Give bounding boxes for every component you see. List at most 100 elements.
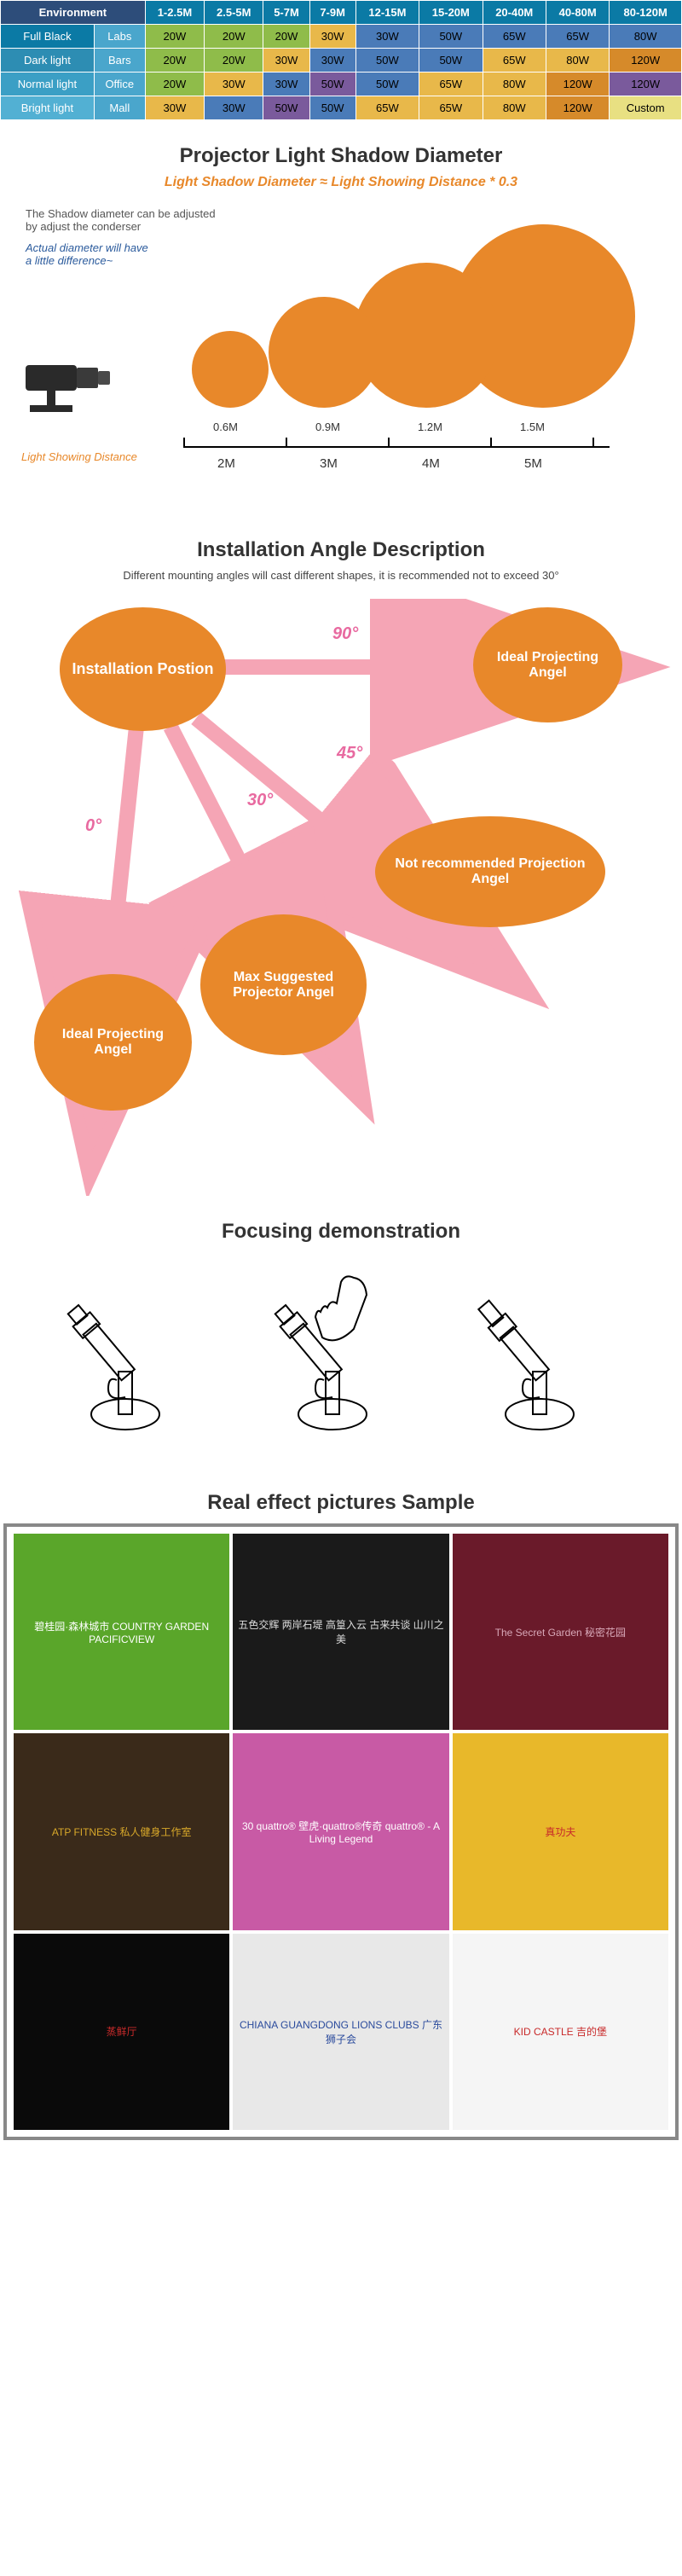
wattage-table: Environment1-2.5M2.5-5M5-7M7-9M12-15M15-… [0,0,682,120]
watt-cell: 50W [419,25,483,49]
th-distance: 20-40M [483,1,546,25]
row-env: Dark light [1,49,95,73]
watt-cell: 20W [205,49,263,73]
th-distance: 1-2.5M [145,1,204,25]
sample-item: 碧桂园·森林城市 COUNTRY GARDEN PACIFICVIEW [14,1534,229,1730]
axis-line [183,446,610,448]
shadow-note-3a: Actual diameter will have [26,241,216,254]
sample-item: 30 quattro® 壁虎·quattro®传奇 quattro® - A L… [233,1733,448,1929]
focus-row [0,1269,682,1440]
bubble-max: Max Suggested Projector Angel [200,914,367,1055]
row-sub: Bars [94,49,145,73]
watt-cell: 20W [145,25,204,49]
th-distance: 2.5-5M [205,1,263,25]
watt-cell: 30W [309,49,355,73]
sample-item: The Secret Garden 秘密花园 [453,1534,668,1730]
th-distance: 5-7M [263,1,309,25]
shadow-formula: Light Shadow Diameter ≈ Light Showing Di… [0,175,682,190]
focus-title: Focusing demonstration [0,1220,682,1244]
watt-cell: 65W [355,96,419,120]
watt-cell: 50W [419,49,483,73]
watt-cell: 65W [483,49,546,73]
deg-30: 30° [247,791,273,810]
watt-cell: 80W [483,73,546,96]
th-distance: 12-15M [355,1,419,25]
dist-label-3: 4M [422,456,440,471]
deg-45: 45° [337,744,362,763]
watt-cell: 65W [419,96,483,120]
th-distance: 7-9M [309,1,355,25]
th-distance: 80-120M [610,1,682,25]
bubble-ideal-2: Ideal Projecting Angel [34,974,192,1111]
shadow-circle-1 [192,331,269,408]
watt-cell: 50W [309,96,355,120]
watt-cell: 50W [355,49,419,73]
projector-icon [21,344,124,421]
row-sub: Office [94,73,145,96]
watt-cell: 65W [419,73,483,96]
th-distance: 40-80M [546,1,609,25]
watt-cell: 20W [145,49,204,73]
diam-label-1: 0.6M [213,421,238,433]
watt-cell: 50W [309,73,355,96]
bubble-ideal-1: Ideal Projecting Angel [473,607,622,722]
watt-cell: 50W [355,73,419,96]
deg-90: 90° [332,624,358,644]
watt-cell: 50W [263,96,309,120]
angle-note: Different mounting angles will cast diff… [0,569,682,582]
shadow-title: Projector Light Shadow Diameter [0,144,682,168]
watt-cell: 30W [263,73,309,96]
watt-cell: 80W [610,25,682,49]
focus-step-2 [256,1269,426,1440]
diam-label-2: 0.9M [315,421,340,433]
dist-label-1: 2M [217,456,235,471]
lsd-label: Light Showing Distance [21,450,137,463]
samples-title: Real effect pictures Sample [0,1491,682,1515]
row-env: Bright light [1,96,95,120]
watt-cell: 120W [546,96,609,120]
shadow-circle-2 [269,297,379,408]
row-sub: Labs [94,25,145,49]
focus-step-3 [471,1286,625,1440]
sample-item: ATP FITNESS 私人健身工作室 [14,1733,229,1929]
diam-label-3: 1.2M [418,421,442,433]
samples-grid: 碧桂园·森林城市 COUNTRY GARDEN PACIFICVIEW五色交辉 … [3,1523,679,2140]
watt-cell: 65W [546,25,609,49]
watt-cell: 65W [483,25,546,49]
shadow-note-1: The Shadow diameter can be adjusted [26,207,216,220]
row-env: Full Black [1,25,95,49]
bubble-install: Installation Postion [60,607,226,731]
watt-cell: 30W [263,49,309,73]
watt-cell: 30W [205,73,263,96]
row-env: Normal light [1,73,95,96]
deg-0: 0° [85,816,101,836]
sample-item: CHIANA GUANGDONG LIONS CLUBS 广东狮子会 [233,1934,448,2130]
sample-item: 真功夫 [453,1733,668,1929]
sample-item: 五色交辉 两岸石堤 高篁入云 古来共谈 山川之美 [233,1534,448,1730]
watt-cell: 120W [610,49,682,73]
watt-cell: 30W [309,25,355,49]
angle-diagram: Installation Postion Ideal Projecting An… [0,599,682,1196]
row-sub: Mall [94,96,145,120]
watt-cell: 20W [145,73,204,96]
shadow-note-3b: a little difference~ [26,254,216,267]
sample-item: KID CASTLE 吉的堡 [453,1934,668,2130]
diam-label-4: 1.5M [520,421,545,433]
angle-title: Installation Angle Description [0,538,682,562]
dist-label-4: 5M [524,456,542,471]
dist-label-2: 3M [320,456,338,471]
bubble-notrec: Not recommended Projection Angel [375,816,605,927]
watt-cell: 30W [205,96,263,120]
th-environment: Environment [1,1,146,25]
watt-cell: 20W [263,25,309,49]
watt-cell: 80W [483,96,546,120]
watt-cell: 30W [145,96,204,120]
watt-cell: Custom [610,96,682,120]
watt-cell: 20W [205,25,263,49]
th-distance: 15-20M [419,1,483,25]
shadow-note-2: by adjust the conderser [26,220,216,233]
watt-cell: 120W [546,73,609,96]
watt-cell: 30W [355,25,419,49]
sample-item: 蒸鲜厅 [14,1934,229,2130]
watt-cell: 120W [610,73,682,96]
